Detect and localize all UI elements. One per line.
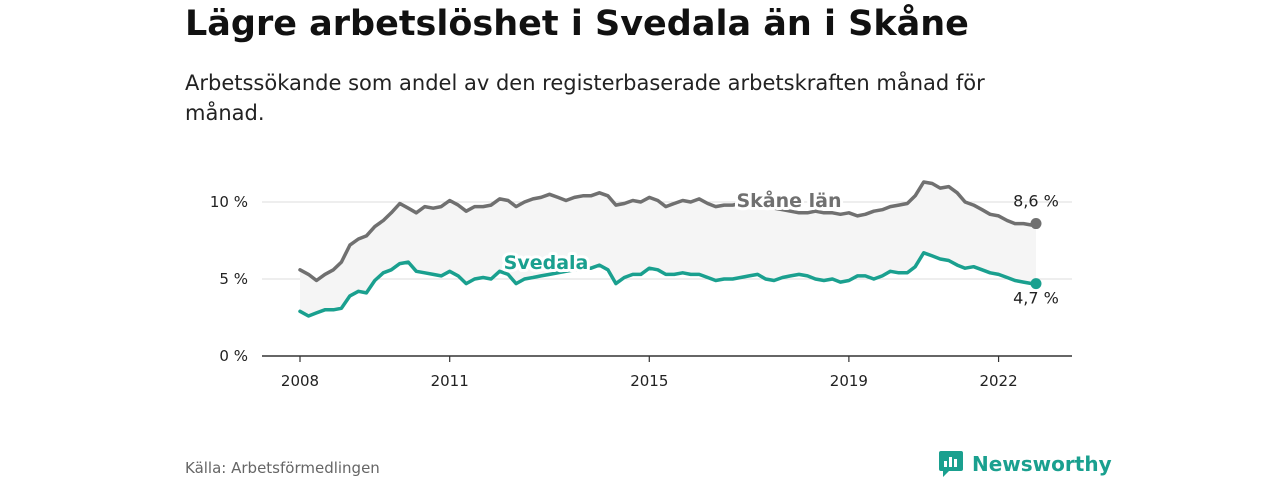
series-end-label: 8,6 %	[1013, 192, 1059, 211]
x-tick-label: 2011	[431, 372, 469, 390]
series-name-label: Skåne län	[736, 188, 841, 212]
series-end-label: 4,7 %	[1013, 289, 1059, 308]
series-end-dot	[1030, 278, 1042, 290]
series-end-dot	[1030, 218, 1042, 230]
source-note: Källa: Arbetsförmedlingen	[185, 459, 380, 477]
y-tick-label: 5 %	[219, 270, 248, 288]
newsworthy-logo-icon	[939, 451, 963, 477]
x-tick-label: 2019	[830, 372, 868, 390]
brand-name: Newsworthy	[972, 452, 1112, 476]
brand-logo[interactable]: Newsworthy	[938, 450, 1112, 478]
x-tick-label: 2015	[630, 372, 668, 390]
chart-subtitle: Arbetssökande som andel av den registerb…	[185, 71, 985, 125]
series-name-label: Svedala	[504, 252, 589, 274]
series-line-svedala	[298, 251, 1038, 318]
series-lines	[298, 180, 1042, 318]
x-tick-label: 2022	[979, 372, 1017, 390]
axes: 0 % 5 % 10 % 2008 2011 2015 2019 2022	[210, 193, 1072, 390]
series-line-skane-lan	[298, 180, 1038, 283]
series-labels: 8,6 % 4,7 % Skåne län Svedala	[501, 185, 1059, 308]
chart-title: Lägre arbetslöshet i Svedala än i Skåne	[185, 4, 969, 44]
y-tick-label: 10 %	[210, 193, 248, 211]
x-tick-label: 2008	[281, 372, 319, 390]
y-tick-label: 0 %	[219, 347, 248, 365]
